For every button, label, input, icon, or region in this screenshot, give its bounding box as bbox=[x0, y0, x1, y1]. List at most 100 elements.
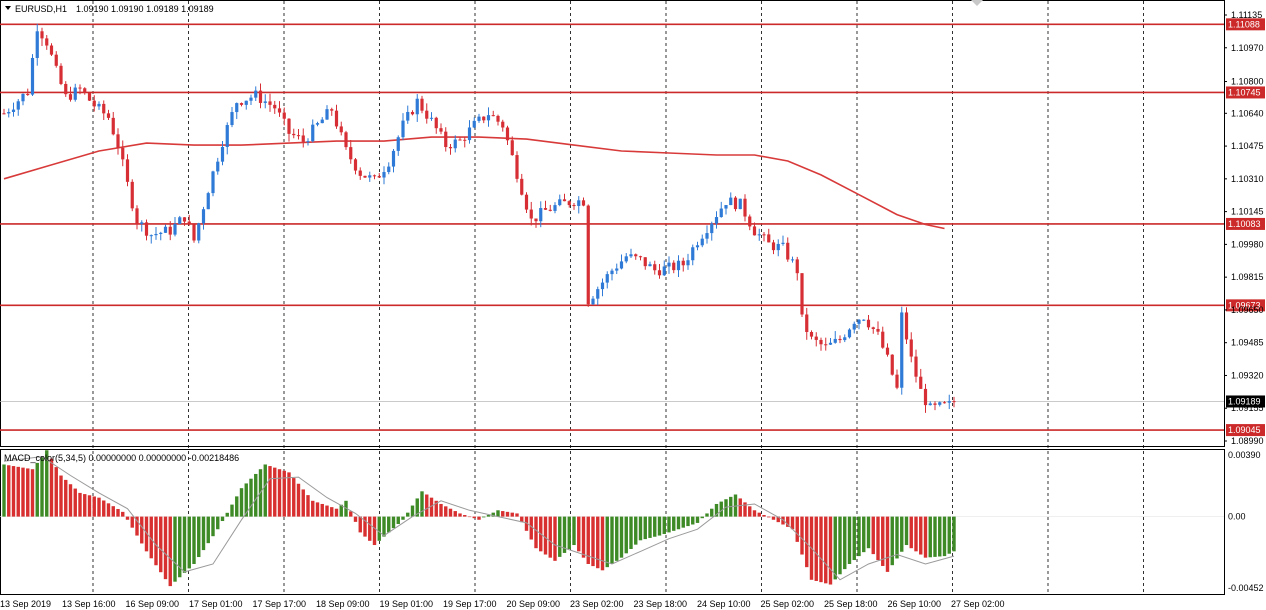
candle-body bbox=[448, 147, 453, 149]
macd-bar bbox=[225, 512, 229, 517]
macd-bar bbox=[900, 516, 904, 552]
candle-body bbox=[429, 117, 434, 119]
price-level-badge bbox=[1226, 424, 1265, 437]
price-tick-label: 1.09815 bbox=[1231, 272, 1264, 282]
macd-bar bbox=[824, 516, 828, 584]
candle-body bbox=[59, 65, 63, 84]
macd-bar bbox=[211, 516, 215, 537]
candle-body bbox=[211, 171, 215, 194]
candle-body bbox=[472, 120, 476, 128]
candle-body bbox=[49, 45, 54, 55]
macd-bar bbox=[486, 515, 491, 517]
time-label: 13 Sep 16:00 bbox=[62, 599, 116, 609]
candle-body bbox=[809, 331, 814, 337]
candle-body bbox=[833, 338, 837, 343]
macd-bar bbox=[477, 516, 481, 520]
price-level-value: 1.10083 bbox=[1228, 219, 1261, 229]
candle-body bbox=[277, 108, 282, 113]
candle-body bbox=[106, 113, 111, 118]
price-tick-label: 1.11135 bbox=[1231, 10, 1262, 20]
candle-body bbox=[406, 111, 410, 121]
candle-body bbox=[2, 113, 6, 115]
macd-bar bbox=[624, 516, 628, 554]
macd-bar bbox=[657, 516, 662, 536]
candle-body bbox=[121, 147, 125, 160]
candle-body bbox=[187, 221, 191, 225]
candle-body bbox=[7, 111, 11, 114]
candle-body bbox=[553, 205, 557, 211]
candle-body bbox=[657, 270, 662, 276]
candle-body bbox=[249, 97, 253, 101]
candle-body bbox=[828, 342, 833, 345]
candle-body bbox=[287, 118, 291, 134]
macd-title: MACD_color(5,34,5) 0.00000000 0.00000000… bbox=[4, 453, 239, 463]
price-tick-label: 1.09485 bbox=[1231, 338, 1264, 348]
candle-body bbox=[45, 38, 49, 46]
macd-bar bbox=[401, 516, 405, 520]
candle-body bbox=[220, 146, 225, 162]
candle-body bbox=[239, 103, 244, 105]
macd-bar bbox=[178, 516, 182, 578]
macd-bar bbox=[482, 516, 486, 518]
candle-body bbox=[444, 131, 448, 148]
candle-body bbox=[885, 347, 890, 355]
candle-body bbox=[847, 329, 852, 338]
macd-bar bbox=[363, 516, 367, 537]
candle-body bbox=[695, 245, 700, 248]
candle-body bbox=[748, 216, 752, 227]
macd-bar bbox=[334, 508, 339, 517]
candle-body bbox=[776, 243, 780, 251]
macd-bar bbox=[862, 516, 866, 553]
macd-bar bbox=[686, 516, 690, 527]
macd-bar bbox=[938, 516, 942, 557]
macd-bar bbox=[510, 512, 514, 517]
candle-body bbox=[771, 242, 776, 251]
macd-bar bbox=[515, 513, 519, 517]
macd-bar bbox=[876, 516, 880, 561]
candle-body bbox=[581, 200, 586, 206]
macd-bar bbox=[325, 505, 329, 517]
macd-bar bbox=[26, 468, 30, 517]
candle-body bbox=[40, 31, 44, 39]
price-level-badge bbox=[1226, 217, 1265, 230]
candle-body bbox=[206, 193, 210, 210]
macd-bar bbox=[391, 516, 396, 529]
candle-body bbox=[467, 127, 472, 141]
macd-bar bbox=[130, 516, 134, 528]
scroll-marker-icon[interactable] bbox=[971, 0, 983, 6]
macd-bar bbox=[629, 516, 633, 549]
candle-body bbox=[676, 260, 681, 271]
candle-body bbox=[933, 403, 937, 405]
macd-bar bbox=[881, 516, 885, 566]
candle-body bbox=[477, 116, 481, 121]
candle-body bbox=[16, 101, 20, 110]
time-label: 19 Sep 01:00 bbox=[380, 599, 434, 609]
horizontal-levels[interactable]: 1.11088 1.10745 1.10083 1.09673 1.09045 1.091… bbox=[0, 18, 1265, 437]
candle-body bbox=[415, 98, 419, 115]
candle-body bbox=[600, 282, 605, 290]
macd-bar bbox=[933, 516, 937, 557]
candle-body bbox=[11, 109, 16, 112]
macd-bar bbox=[230, 504, 234, 517]
macd-bar bbox=[206, 516, 210, 544]
macd-bar bbox=[149, 516, 153, 559]
candle-body bbox=[173, 223, 177, 235]
candle-body bbox=[54, 54, 58, 66]
macd-bar bbox=[491, 512, 495, 517]
macd-bar bbox=[762, 515, 766, 517]
candle-body bbox=[890, 354, 894, 375]
triangle-down-icon[interactable] bbox=[5, 6, 11, 10]
candle-body bbox=[672, 262, 676, 271]
macd-bar bbox=[287, 472, 291, 517]
candle-body bbox=[344, 132, 348, 148]
candle-body bbox=[529, 209, 533, 219]
candle-body bbox=[244, 100, 248, 105]
candle-body bbox=[163, 226, 168, 233]
macd-bar bbox=[857, 516, 861, 557]
macd-bar bbox=[695, 516, 700, 523]
macd-bar bbox=[420, 491, 424, 517]
candle-body bbox=[714, 217, 719, 224]
candles bbox=[2, 23, 956, 413]
candle-body bbox=[942, 402, 947, 404]
